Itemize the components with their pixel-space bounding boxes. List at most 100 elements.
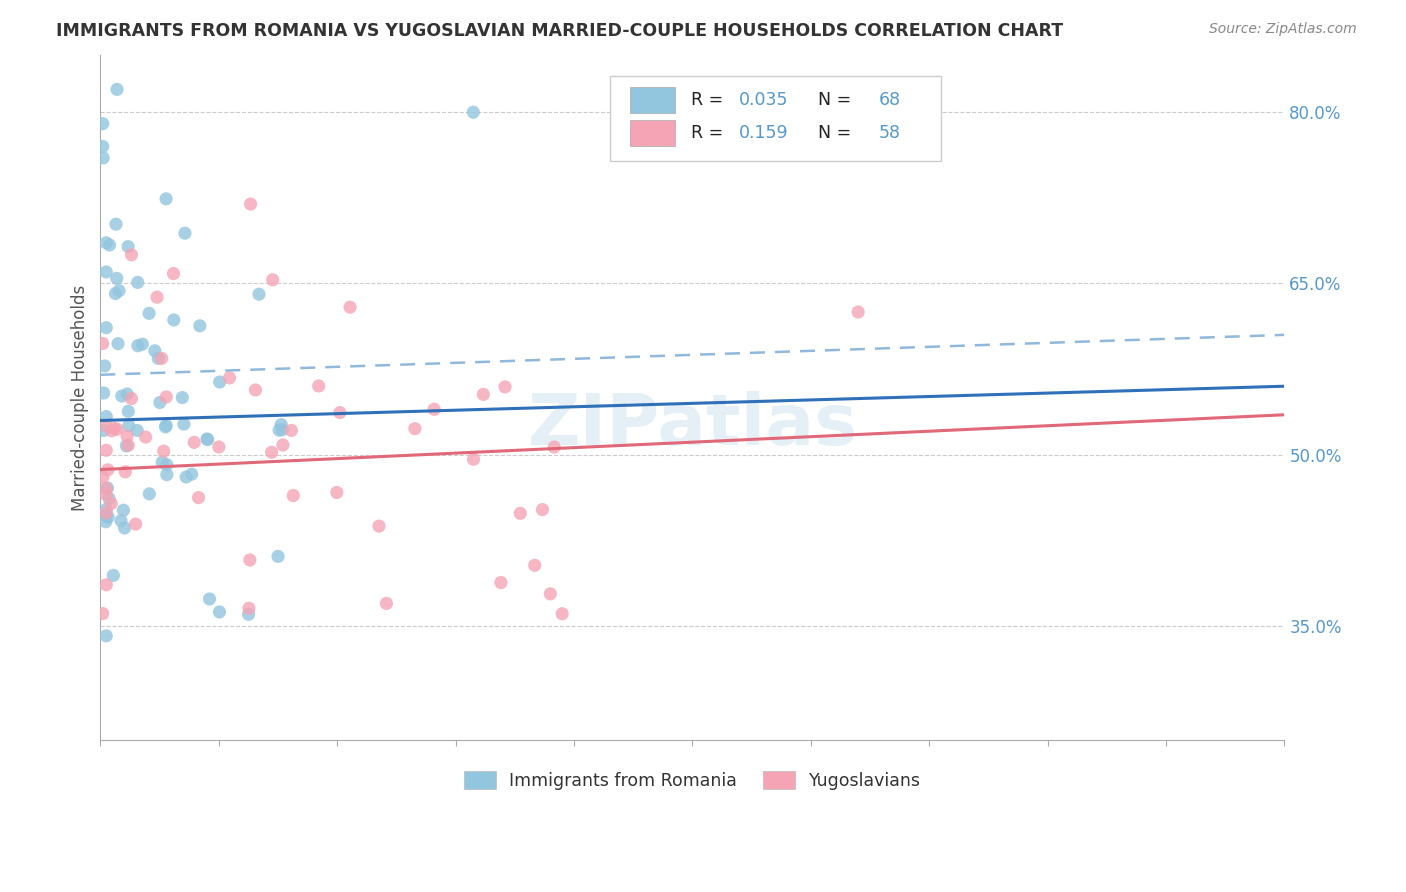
Point <box>91 336 114 351</box>
Point <box>156 458 179 472</box>
Point <box>183 435 205 450</box>
Point <box>152 444 174 458</box>
Point <box>115 387 138 401</box>
Point <box>538 587 561 601</box>
Point <box>91 607 114 621</box>
Point <box>138 306 160 320</box>
Point <box>97 463 120 477</box>
Point <box>239 553 262 567</box>
Point <box>100 424 122 438</box>
Point <box>156 467 179 482</box>
Point <box>187 491 209 505</box>
Point <box>114 521 136 535</box>
Point <box>104 286 127 301</box>
Point <box>163 313 186 327</box>
Point <box>150 351 173 366</box>
Point <box>143 343 166 358</box>
Point <box>135 430 157 444</box>
Point <box>463 452 485 467</box>
Point <box>94 515 117 529</box>
Legend: Immigrants from Romania, Yugoslavians: Immigrants from Romania, Yugoslavians <box>457 764 928 797</box>
Point <box>98 491 121 506</box>
Point <box>208 440 231 454</box>
Point <box>103 421 125 435</box>
Point <box>96 481 118 495</box>
FancyBboxPatch shape <box>630 87 675 112</box>
Point <box>531 502 554 516</box>
Point <box>174 470 197 484</box>
Text: ZIPatlas: ZIPatlas <box>527 391 858 459</box>
Point <box>404 422 426 436</box>
Point <box>117 239 139 253</box>
Point <box>96 506 118 520</box>
Point <box>270 417 292 432</box>
Point <box>91 470 114 484</box>
Point <box>96 418 118 433</box>
Point <box>117 438 139 452</box>
Y-axis label: Married-couple Households: Married-couple Households <box>72 285 89 511</box>
Point <box>114 465 136 479</box>
Point <box>93 386 115 401</box>
Text: R =: R = <box>692 124 734 142</box>
Point <box>96 487 118 501</box>
FancyBboxPatch shape <box>610 76 941 161</box>
Point <box>150 455 173 469</box>
Point <box>329 406 352 420</box>
Point <box>107 336 129 351</box>
Point <box>174 226 197 240</box>
Point <box>269 423 291 437</box>
Point <box>271 423 294 437</box>
Text: Source: ZipAtlas.com: Source: ZipAtlas.com <box>1209 22 1357 37</box>
Text: 0.035: 0.035 <box>738 91 789 109</box>
Point <box>96 320 118 334</box>
Point <box>197 433 219 447</box>
Point <box>96 502 118 516</box>
Point <box>463 105 485 120</box>
Point <box>96 235 118 250</box>
Point <box>262 273 284 287</box>
Point <box>121 248 143 262</box>
Point <box>149 395 172 409</box>
Point <box>368 519 391 533</box>
Point <box>208 605 231 619</box>
Point <box>148 351 170 366</box>
Point <box>96 578 118 592</box>
Point <box>105 271 128 285</box>
Point <box>245 383 267 397</box>
Point <box>375 596 398 610</box>
Point <box>111 389 134 403</box>
Point <box>308 379 330 393</box>
Point <box>173 417 195 432</box>
Point <box>105 422 128 436</box>
Point <box>260 445 283 459</box>
Point <box>127 339 149 353</box>
Point <box>155 192 177 206</box>
Point <box>138 487 160 501</box>
Point <box>91 117 114 131</box>
Point <box>115 429 138 443</box>
Point <box>326 485 349 500</box>
Point <box>271 438 294 452</box>
Point <box>238 607 260 622</box>
Point <box>115 439 138 453</box>
Point <box>96 409 118 424</box>
Point <box>267 549 290 564</box>
Point <box>108 284 131 298</box>
Text: 68: 68 <box>879 91 900 109</box>
Point <box>93 424 115 438</box>
Point <box>96 508 118 523</box>
Text: N =: N = <box>807 124 858 142</box>
Text: 0.159: 0.159 <box>738 124 789 142</box>
Point <box>208 375 231 389</box>
Point <box>543 440 565 454</box>
FancyBboxPatch shape <box>630 120 675 145</box>
Point <box>110 514 132 528</box>
Point <box>91 139 114 153</box>
Point <box>551 607 574 621</box>
Point <box>97 510 120 524</box>
Point <box>172 391 194 405</box>
Point <box>195 432 218 446</box>
Point <box>472 387 495 401</box>
Point <box>339 300 361 314</box>
Point <box>124 517 146 532</box>
